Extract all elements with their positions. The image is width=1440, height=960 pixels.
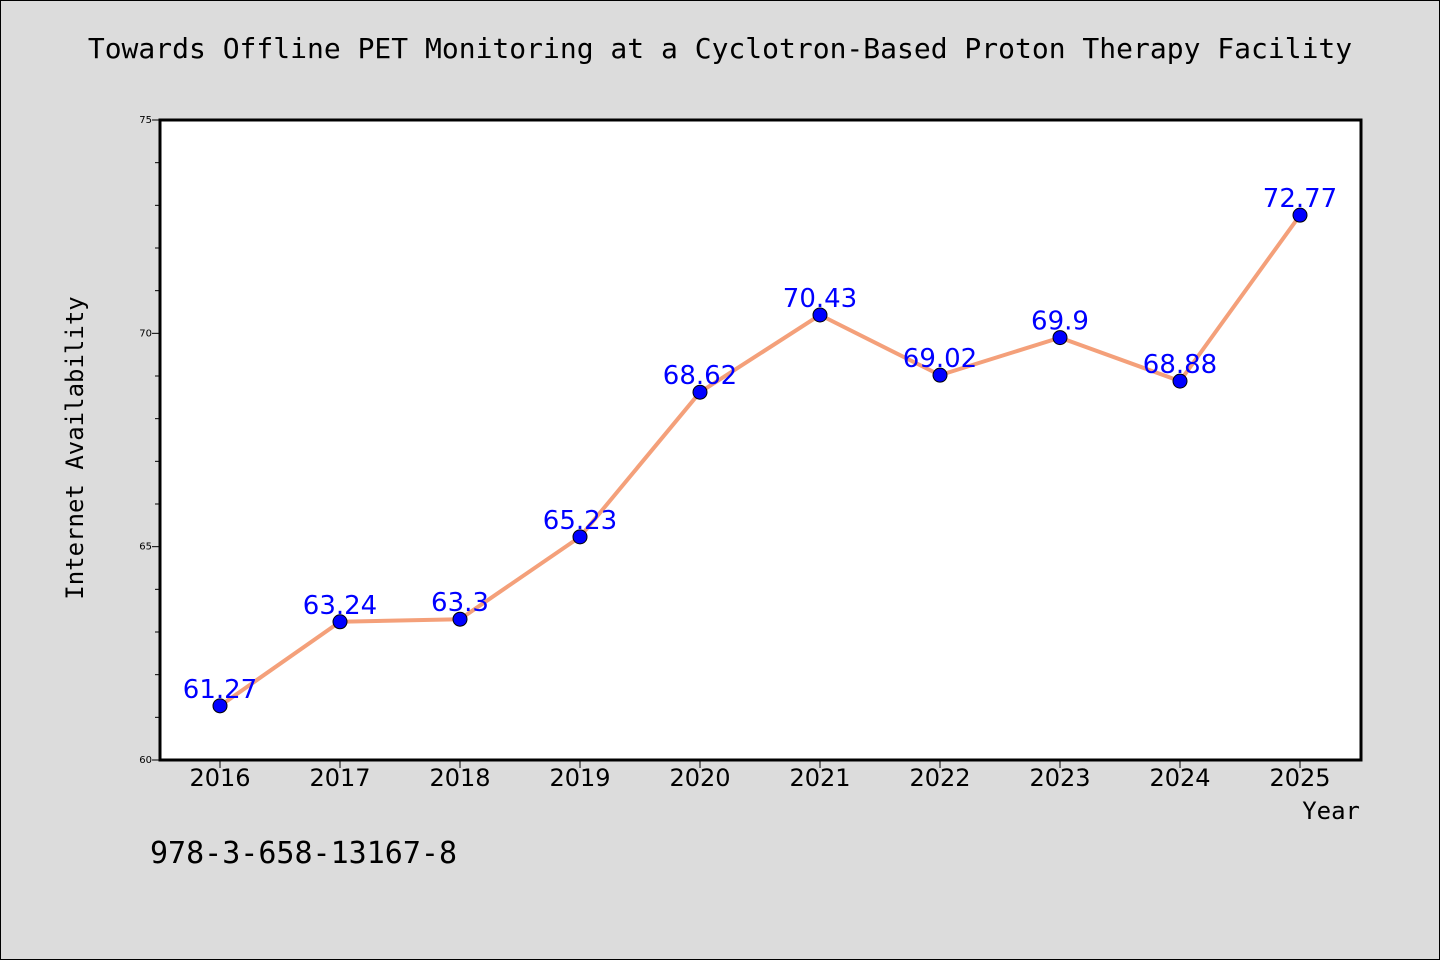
data-point-marker	[1172, 373, 1188, 389]
data-label: 68.62	[663, 361, 737, 391]
data-point-marker	[692, 384, 708, 400]
x-tick-label: 2016	[189, 764, 250, 792]
x-tick-label: 2020	[669, 764, 730, 792]
y-tick-label: 75	[139, 115, 152, 126]
data-point-marker	[572, 529, 588, 545]
data-label: 70.43	[783, 284, 857, 314]
x-tick-label: 2023	[1029, 764, 1090, 792]
y-tick-label: 65	[139, 542, 152, 553]
y-tick-label: 70	[139, 328, 152, 339]
data-point-marker	[812, 307, 828, 323]
data-label: 69.9	[1031, 307, 1089, 337]
data-label: 65.23	[543, 506, 617, 536]
data-point-marker	[212, 698, 228, 714]
x-tick-label: 2017	[309, 764, 370, 792]
footer-note: 978-3-658-13167-8	[150, 836, 458, 871]
x-tick-label: 2019	[549, 764, 610, 792]
data-point-marker	[1292, 207, 1308, 223]
x-tick-label: 2025	[1269, 764, 1330, 792]
data-label: 63.24	[303, 591, 377, 621]
x-tick-label: 2024	[1149, 764, 1210, 792]
data-label: 69.02	[903, 344, 977, 374]
series-line	[218, 213, 1302, 708]
data-point-marker	[932, 367, 948, 383]
data-label: 72.77	[1263, 184, 1337, 214]
y-tick-label: 60	[139, 755, 152, 766]
data-label: 68.88	[1143, 350, 1217, 380]
x-tick-label: 2021	[789, 764, 850, 792]
x-tick-label: 2022	[909, 764, 970, 792]
x-axis-title: Year	[1302, 797, 1360, 825]
data-point-marker	[1052, 330, 1068, 346]
data-point-marker	[332, 614, 348, 630]
data-point-marker	[452, 611, 468, 627]
data-label: 61.27	[183, 675, 257, 705]
data-label: 63.3	[431, 588, 489, 618]
x-tick-label: 2018	[429, 764, 490, 792]
chart-title: Towards Offline PET Monitoring at a Cycl…	[87, 32, 1353, 65]
plot-area	[158, 118, 1363, 762]
